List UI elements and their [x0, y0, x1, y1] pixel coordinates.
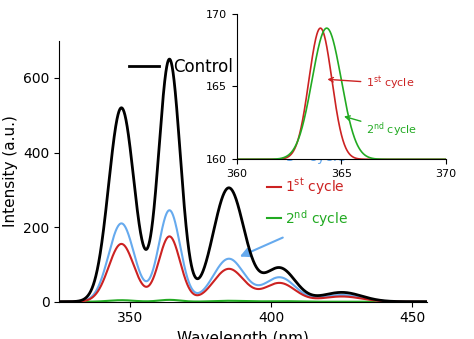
- Text: 2$^{\rm nd}$ cycle: 2$^{\rm nd}$ cycle: [285, 208, 348, 228]
- Text: 1$^{\rm st}$ cycle: 1$^{\rm st}$ cycle: [285, 177, 345, 197]
- Legend: Control: Control: [123, 52, 239, 83]
- X-axis label: Wavelength (nm): Wavelength (nm): [177, 331, 309, 339]
- Y-axis label: Intensity (a.u.): Intensity (a.u.): [2, 115, 18, 227]
- Text: 3$^{\rm rd}$ cycle: 3$^{\rm rd}$ cycle: [285, 146, 346, 167]
- Text: 2$^{\rm nd}$ cycle: 2$^{\rm nd}$ cycle: [346, 116, 418, 139]
- Text: 1$^{\rm st}$ cycle: 1$^{\rm st}$ cycle: [329, 75, 415, 92]
